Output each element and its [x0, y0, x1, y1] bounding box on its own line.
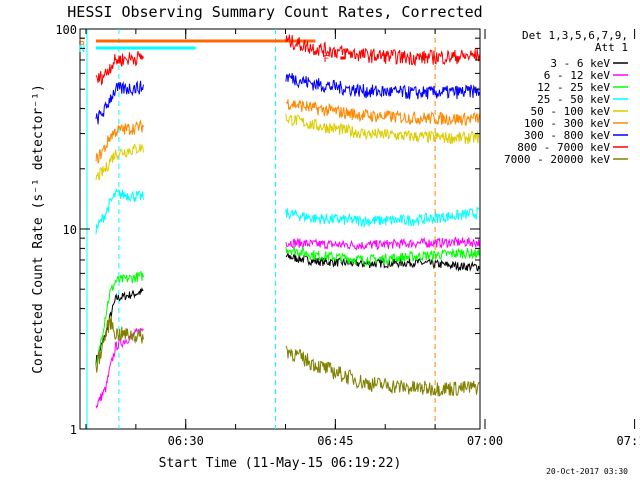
x-axis-label: Start Time (11-May-15 06:19:22) [159, 456, 402, 471]
y-tick-label: 1 [70, 423, 77, 437]
legend-label-100-300-kev: 100 - 300 keV [524, 117, 610, 130]
series-line [95, 50, 144, 86]
series-line [95, 80, 144, 125]
legend-label-3-6-kev: 3 - 6 keV [550, 57, 610, 70]
flag-label: N [79, 44, 85, 55]
series-7000-20000-kev [95, 316, 480, 397]
series-line [95, 119, 144, 164]
legend-label-50-100-kev: 50 - 100 keV [531, 105, 611, 118]
flag-label: F [323, 54, 329, 65]
legend-label-800-7000-kev: 800 - 7000 keV [517, 141, 610, 154]
legend-title-line-1: Det 1,3,5,6,7,9, [522, 29, 628, 42]
series-line [95, 327, 144, 409]
x-tick-label: 06:45 [317, 434, 353, 448]
series-line [285, 246, 480, 267]
series-line [285, 99, 480, 127]
series-line [285, 113, 480, 145]
footer-date: 20-Oct-2017 03:30 [546, 467, 628, 476]
series-25-50-kev [95, 188, 480, 235]
y-tick-label: 10 [63, 223, 77, 237]
series-line [95, 188, 144, 235]
series-3-6-kev [95, 252, 480, 366]
x-tick-label: 07:15 [617, 434, 640, 448]
series-line [95, 316, 144, 373]
series-50-100-kev [95, 113, 480, 181]
legend-label-7000-20000-kev: 7000 - 20000 keV [504, 153, 610, 166]
series-line [285, 236, 480, 251]
legend-label-300-800-kev: 300 - 800 keV [524, 129, 610, 142]
series-line [285, 34, 480, 67]
series-line [95, 287, 144, 366]
series-6-12-kev [95, 236, 480, 409]
series-line [285, 252, 480, 272]
series-line [95, 143, 144, 181]
observing-flags: SN F [79, 37, 346, 65]
chart-title: HESSI Observing Summary Count Rates, Cor… [67, 3, 482, 21]
legend-label-25-50-kev: 25 - 50 keV [537, 93, 610, 106]
legend-label-12-25-kev: 12 - 25 keV [537, 81, 610, 94]
series-line [95, 271, 144, 365]
series-800-7000-kev [95, 34, 480, 86]
x-tick-label: 07:00 [467, 434, 503, 448]
y-axis-label: Corrected Count Rate (s⁻¹ detector⁻¹) [31, 84, 46, 374]
series-300-800-kev [95, 72, 480, 125]
series-line [285, 345, 480, 397]
flag-label: S [79, 37, 85, 48]
series-line [285, 72, 480, 100]
series-group [95, 34, 480, 409]
series-12-25-kev [95, 246, 480, 365]
y-axis: 1 10 100 [55, 23, 480, 437]
legend-label-6-12-kev: 6 - 12 keV [544, 69, 611, 82]
legend-title-line-2: Att 1 [595, 41, 628, 54]
series-100-300-kev [95, 99, 480, 164]
x-tick-label: 06:30 [168, 434, 204, 448]
y-tick-label: 100 [55, 23, 77, 37]
series-line [285, 205, 480, 229]
